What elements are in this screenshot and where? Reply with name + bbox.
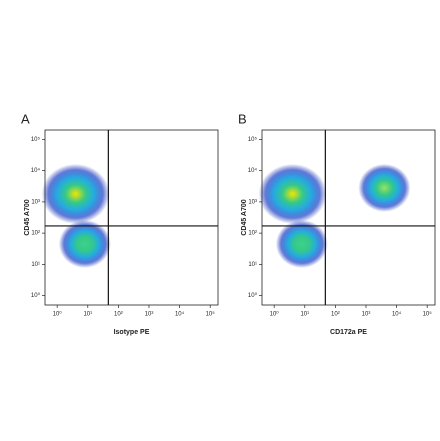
y-tick-label: 10¹ (31, 262, 40, 268)
x-tick-label: 10¹ (83, 312, 92, 318)
y-tick-label: 10³ (31, 199, 40, 205)
y-tick-label: 10² (248, 231, 257, 237)
population-cloud (275, 219, 328, 268)
x-tick-label: 10⁰ (270, 311, 280, 318)
y-tick-label: 10² (31, 231, 40, 237)
x-tick-label: 10⁰ (53, 311, 63, 318)
y-tick-label: 10⁵ (31, 136, 41, 143)
y-axis-title: CD45 A700 (241, 199, 248, 235)
x-tick-label: 10⁴ (392, 311, 402, 318)
x-tick-label: 10¹ (300, 312, 309, 318)
y-tick-label: 10⁵ (248, 136, 258, 143)
y-axis-title: CD45 A700 (24, 199, 31, 235)
y-tick-label: 10⁰ (248, 292, 258, 299)
plot-frame (44, 129, 219, 306)
x-tick-label: 10³ (145, 312, 154, 318)
x-axis-title: CD172a PE (330, 329, 367, 336)
x-axis-title: Isotype PE (114, 329, 150, 336)
y-tick-label: 10⁴ (31, 167, 41, 174)
x-tick-label: 10² (331, 312, 340, 318)
y-tick-label: 10³ (248, 199, 257, 205)
y-tick-label: 10⁰ (31, 292, 41, 299)
population-cloud (41, 163, 110, 224)
x-tick-label: 10⁵ (423, 311, 433, 318)
y-tick-label: 10⁴ (248, 167, 258, 174)
x-tick-label: 10⁵ (206, 311, 216, 318)
plot-frame (261, 129, 436, 306)
x-tick-label: 10² (114, 312, 123, 318)
panel-label: B (238, 111, 247, 126)
x-tick-label: 10³ (362, 312, 371, 318)
population-cloud (358, 163, 411, 212)
population-cloud (258, 163, 327, 224)
y-tick-label: 10¹ (248, 262, 257, 268)
x-tick-label: 10⁴ (175, 311, 185, 318)
panel-label: A (21, 111, 30, 126)
population-cloud (58, 219, 111, 268)
